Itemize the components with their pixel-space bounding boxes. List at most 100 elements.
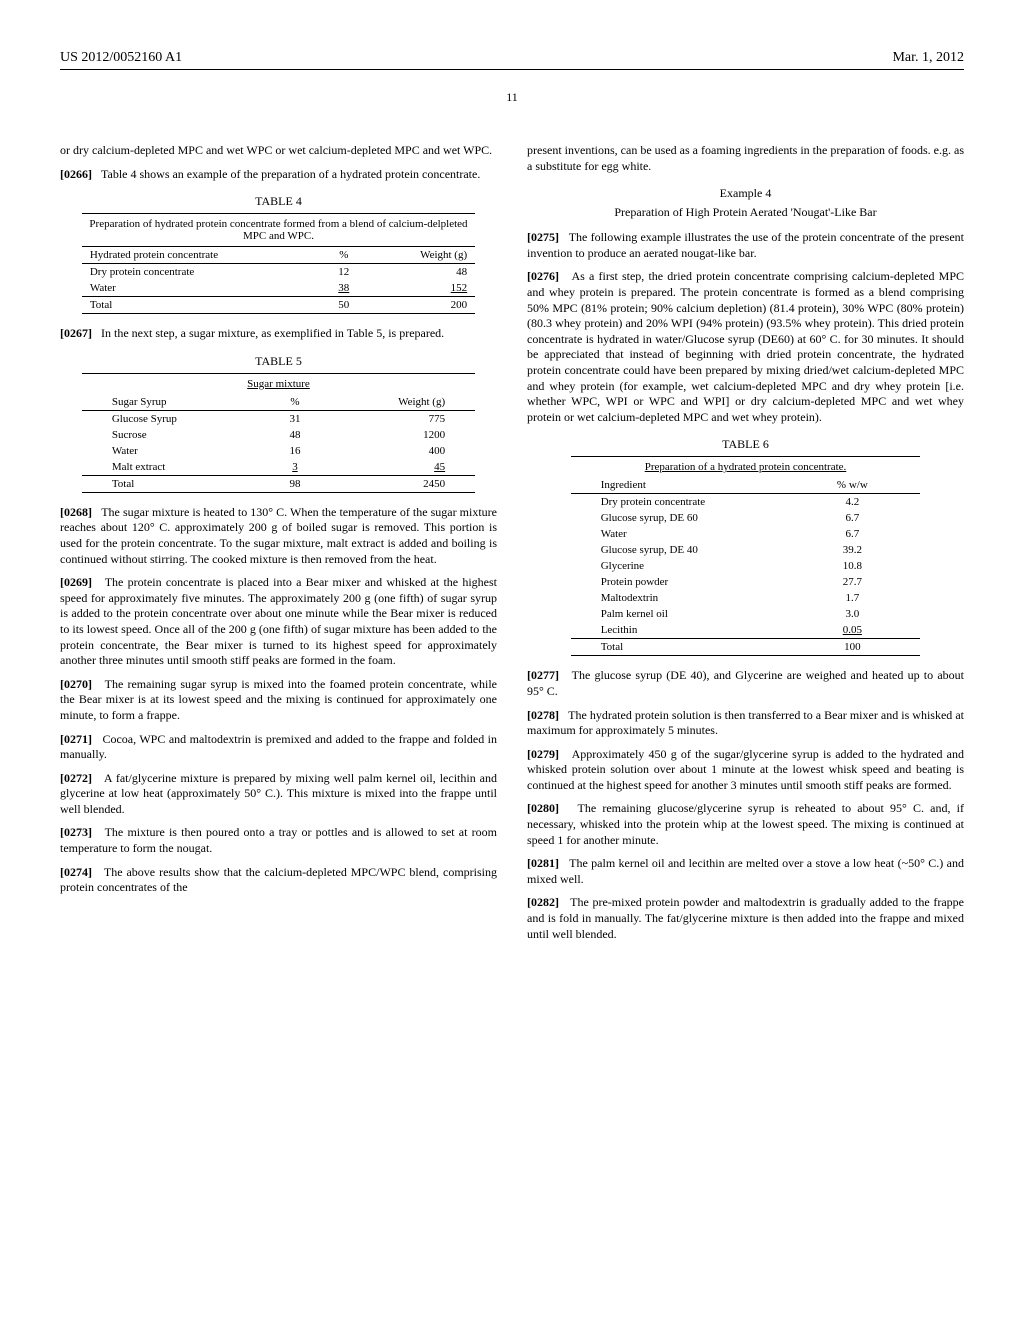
para-label: [0272] (60, 771, 92, 785)
para-text: The remaining sugar syrup is mixed into … (60, 677, 497, 722)
para-0281: [0281] The palm kernel oil and lecithin … (527, 856, 964, 887)
table-cell: 100 (806, 639, 920, 656)
content-columns: or dry calcium-depleted MPC and wet WPC … (60, 135, 964, 950)
para-label: [0270] (60, 677, 92, 691)
para-label: [0279] (527, 747, 559, 761)
table6-caption: Preparation of a hydrated protein concen… (571, 457, 921, 478)
table-cell: 3.0 (806, 606, 920, 622)
para-text: The glucose syrup (DE 40), and Glycerine… (527, 668, 964, 698)
table-cell: Water (82, 443, 270, 459)
table-cell: Glycerine (571, 558, 807, 574)
para-0274: [0274] The above results show that the c… (60, 865, 497, 896)
para-text: Approximately 450 g of the sugar/glyceri… (527, 747, 964, 792)
table-cell: 6.7 (806, 510, 920, 526)
table6: Preparation of a hydrated protein concen… (571, 456, 921, 656)
example4-label: Example 4 (527, 186, 964, 201)
table-cell: 98 (270, 475, 319, 492)
para-label: [0280] (527, 801, 559, 815)
table-cell: 3 (270, 459, 319, 476)
para-label: [0267] (60, 326, 92, 340)
example4-title: Preparation of High Protein Aerated 'Nou… (527, 205, 964, 220)
para-label: [0269] (60, 575, 92, 589)
para-text: Table 4 shows an example of the preparat… (101, 167, 480, 181)
table-cell: Sucrose (82, 427, 270, 443)
table-cell: Lecithin (571, 622, 807, 639)
para-label: [0282] (527, 895, 559, 909)
para-text: A fat/glycerine mixture is prepared by m… (60, 771, 497, 816)
para-label: [0273] (60, 825, 92, 839)
table-cell: 152 (367, 280, 475, 297)
table-cell: Protein powder (571, 574, 807, 590)
para-text: The mixture is then poured onto a tray o… (60, 825, 497, 855)
table-cell: 45 (320, 459, 476, 476)
table-cell: 400 (320, 443, 476, 459)
para-label: [0271] (60, 732, 92, 746)
para-0269: [0269] The protein concentrate is placed… (60, 575, 497, 669)
para-text: The sugar mixture is heated to 130° C. W… (60, 505, 497, 566)
para-text: As a first step, the dried protein conce… (527, 269, 964, 423)
para-label: [0275] (527, 230, 559, 244)
para-0271: [0271] Cocoa, WPC and maltodextrin is pr… (60, 732, 497, 763)
para-0266: [0266] Table 4 shows an example of the p… (60, 167, 497, 183)
table6-label: TABLE 6 (527, 437, 964, 452)
table-cell: Total (82, 475, 270, 492)
para-text: The protein concentrate is placed into a… (60, 575, 497, 667)
header-doc-id: US 2012/0052160 A1 (60, 50, 182, 66)
para-0272: [0272] A fat/glycerine mixture is prepar… (60, 771, 497, 818)
table-cell: Total (571, 639, 807, 656)
table5-label: TABLE 5 (60, 354, 497, 369)
table4-caption: Preparation of hydrated protein concentr… (82, 214, 475, 247)
table-cell: 4.2 (806, 494, 920, 511)
table-cell: 1.7 (806, 590, 920, 606)
table-cell: Glucose syrup, DE 60 (571, 510, 807, 526)
table-cell: Palm kernel oil (571, 606, 807, 622)
table-cell: Water (82, 280, 320, 297)
para-label: [0266] (60, 167, 92, 181)
para-0267: [0267] In the next step, a sugar mixture… (60, 326, 497, 342)
table-cell: 2450 (320, 475, 476, 492)
para-text: The hydrated protein solution is then tr… (527, 708, 964, 738)
page-number: 11 (60, 90, 964, 105)
table5-caption: Sugar mixture (82, 373, 475, 394)
table4-col3: Weight (g) (367, 247, 475, 264)
para-0273: [0273] The mixture is then poured onto a… (60, 825, 497, 856)
table6-col1: Ingredient (571, 477, 807, 494)
para-0282: [0282] The pre-mixed protein powder and … (527, 895, 964, 942)
table-cell: 0.05 (806, 622, 920, 639)
table4: Preparation of hydrated protein concentr… (82, 213, 475, 314)
continuation-text: present inventions, can be used as a foa… (527, 143, 964, 174)
table5-col1: Sugar Syrup (82, 394, 270, 411)
para-0268: [0268] The sugar mixture is heated to 13… (60, 505, 497, 567)
right-column: present inventions, can be used as a foa… (527, 135, 964, 950)
para-text: In the next step, a sugar mixture, as ex… (101, 326, 444, 340)
table-cell: Total (82, 297, 320, 314)
table-cell: 6.7 (806, 526, 920, 542)
table-cell: Dry protein concentrate (571, 494, 807, 511)
para-text: The pre-mixed protein powder and maltode… (527, 895, 964, 940)
table5-col2: % (270, 394, 319, 411)
para-label: [0274] (60, 865, 92, 879)
table-cell: 31 (270, 410, 319, 427)
table-cell: 200 (367, 297, 475, 314)
table-cell: 39.2 (806, 542, 920, 558)
table-cell: Dry protein concentrate (82, 264, 320, 281)
table-cell: Maltodextrin (571, 590, 807, 606)
table-cell: 48 (367, 264, 475, 281)
table-cell: Water (571, 526, 807, 542)
para-0278: [0278] The hydrated protein solution is … (527, 708, 964, 739)
table5-col3: Weight (g) (320, 394, 476, 411)
table5: Sugar mixture Sugar Syrup % Weight (g) G… (82, 373, 475, 493)
para-label: [0277] (527, 668, 559, 682)
page-header: US 2012/0052160 A1 Mar. 1, 2012 (60, 50, 964, 70)
para-text: Cocoa, WPC and maltodextrin is premixed … (60, 732, 497, 762)
table-cell: 775 (320, 410, 476, 427)
table-cell: 12 (320, 264, 367, 281)
para-text: The palm kernel oil and lecithin are mel… (527, 856, 964, 886)
para-0270: [0270] The remaining sugar syrup is mixe… (60, 677, 497, 724)
para-label: [0278] (527, 708, 559, 722)
para-0279: [0279] Approximately 450 g of the sugar/… (527, 747, 964, 794)
para-0277: [0277] The glucose syrup (DE 40), and Gl… (527, 668, 964, 699)
table-cell: 27.7 (806, 574, 920, 590)
table4-col1: Hydrated protein concentrate (82, 247, 320, 264)
table-cell: 50 (320, 297, 367, 314)
